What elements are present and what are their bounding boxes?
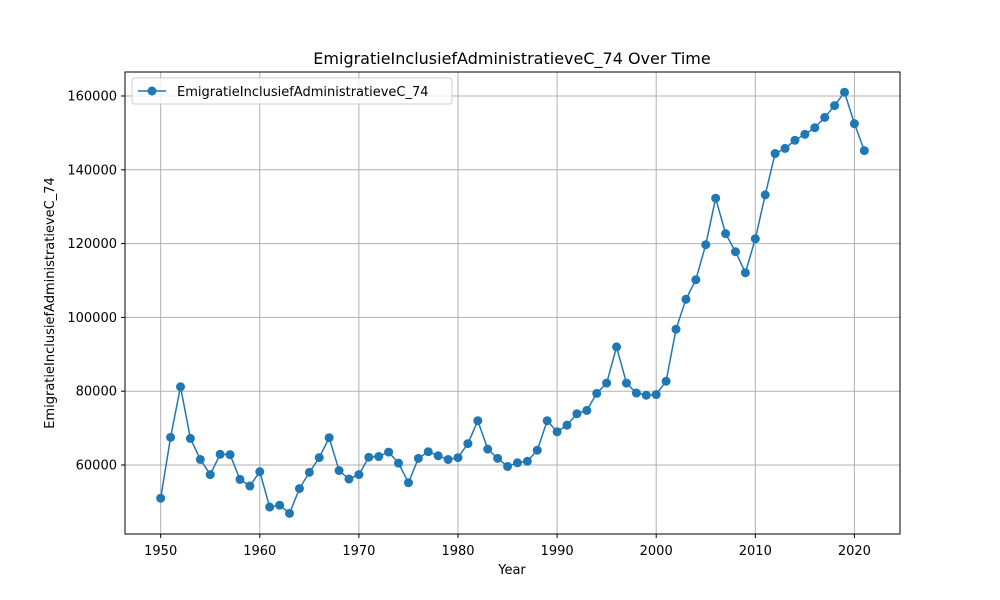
legend-label: EmigratieInclusiefAdministratieveC_74	[177, 85, 429, 100]
data-point-marker	[651, 390, 661, 400]
data-point-marker	[592, 388, 602, 398]
data-point-marker	[354, 470, 364, 480]
data-point-marker	[621, 378, 631, 388]
data-point-marker	[195, 454, 205, 464]
data-point-marker	[384, 447, 394, 457]
data-point-marker	[443, 454, 453, 464]
data-point-marker	[760, 190, 770, 200]
x-tick-label: 1960	[243, 544, 276, 559]
data-point-marker	[245, 481, 255, 491]
data-point-marker	[800, 129, 810, 139]
y-tick-label: 100000	[67, 311, 117, 326]
data-point-marker	[849, 119, 859, 129]
data-point-marker	[810, 123, 820, 133]
data-point-marker	[681, 294, 691, 304]
data-point-marker	[840, 87, 850, 97]
legend: EmigratieInclusiefAdministratieveC_74	[131, 77, 453, 105]
legend-marker-swatch	[147, 86, 157, 96]
data-point-marker	[166, 432, 176, 442]
data-point-marker	[403, 478, 413, 488]
data-point-marker	[413, 453, 423, 463]
data-point-marker	[255, 467, 265, 477]
data-point-marker	[730, 247, 740, 257]
data-point-marker	[582, 405, 592, 415]
data-point-marker	[830, 101, 840, 111]
y-tick-label: 160000	[67, 89, 117, 104]
data-point-marker	[532, 445, 542, 455]
data-point-marker	[215, 449, 225, 459]
plot-area-frame	[124, 71, 901, 535]
data-point-marker	[740, 268, 750, 278]
y-tick-label: 80000	[76, 385, 117, 400]
y-tick-label: 60000	[76, 458, 117, 473]
data-point-marker	[820, 112, 830, 122]
data-point-marker	[572, 409, 582, 419]
x-tick-label: 1970	[342, 544, 375, 559]
data-point-marker	[156, 493, 166, 503]
x-tick-label: 1990	[541, 544, 574, 559]
data-point-marker	[433, 451, 443, 461]
x-tick-label: 2000	[640, 544, 673, 559]
data-point-marker	[304, 467, 314, 477]
data-point-marker	[641, 390, 651, 400]
data-point-marker	[493, 453, 503, 463]
y-tick-label: 140000	[67, 163, 117, 178]
data-point-marker	[265, 502, 275, 512]
data-point-marker	[324, 433, 334, 443]
data-point-marker	[859, 146, 869, 156]
data-point-marker	[374, 452, 384, 462]
legend-box	[131, 77, 453, 105]
y-tick-label: 120000	[67, 237, 117, 252]
x-tick-label: 2010	[739, 544, 772, 559]
data-point-marker	[542, 416, 552, 426]
data-point-marker	[512, 458, 522, 468]
series-line-layer	[156, 87, 869, 518]
data-point-marker	[344, 474, 354, 484]
x-tick-label: 1950	[144, 544, 177, 559]
data-point-marker	[473, 416, 483, 426]
data-point-marker	[631, 388, 641, 398]
data-point-marker	[423, 447, 433, 457]
data-point-marker	[770, 149, 780, 159]
data-point-marker	[780, 143, 790, 153]
y-axis-title: EmigratieInclusiefAdministratieveC_74	[43, 177, 58, 429]
data-point-marker	[285, 508, 295, 518]
data-point-marker	[602, 378, 612, 388]
data-point-marker	[453, 453, 463, 463]
data-point-marker	[721, 229, 731, 239]
data-point-marker	[671, 324, 681, 334]
data-point-marker	[205, 470, 215, 480]
data-point-marker	[235, 474, 245, 484]
data-point-marker	[175, 382, 185, 392]
chart-title: EmigratieInclusiefAdministratieveC_74 Ov…	[313, 49, 710, 69]
data-point-marker	[334, 466, 344, 476]
data-point-marker	[691, 275, 701, 285]
x-tick-label: 1980	[441, 544, 474, 559]
data-point-marker	[750, 234, 760, 244]
data-point-marker	[225, 450, 235, 460]
x-tick-label: 2020	[838, 544, 871, 559]
data-point-marker	[612, 342, 622, 352]
data-point-marker	[463, 439, 473, 449]
axis-ticks: 1950 1960 1970 1980 1990 2000 2010 2020 60000 800…	[67, 89, 871, 559]
data-point-marker	[275, 500, 285, 510]
data-point-marker	[314, 453, 324, 463]
data-point-marker	[562, 420, 572, 430]
data-point-marker	[522, 456, 532, 466]
data-point-marker	[185, 433, 195, 443]
data-point-marker	[294, 484, 304, 494]
data-point-marker	[503, 461, 513, 471]
data-point-marker	[394, 458, 404, 468]
series-line	[159, 91, 866, 515]
data-point-marker	[711, 193, 721, 203]
data-point-marker	[701, 240, 711, 250]
data-point-marker	[364, 452, 374, 462]
data-point-marker	[552, 427, 562, 437]
data-point-marker	[483, 444, 493, 454]
data-point-marker	[790, 135, 800, 145]
data-point-marker	[661, 376, 671, 386]
x-axis-title: Year	[497, 563, 526, 578]
